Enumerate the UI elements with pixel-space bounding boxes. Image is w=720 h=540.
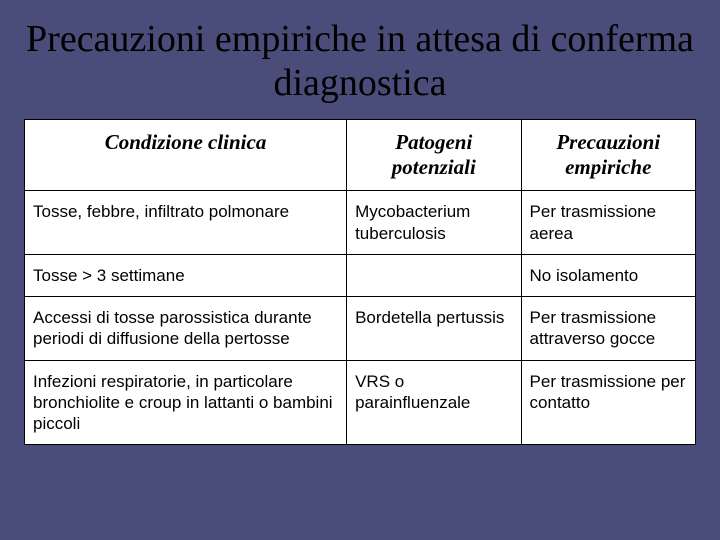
cell-patogeni bbox=[347, 254, 521, 296]
col-header-condizione: Condizione clinica bbox=[25, 120, 347, 191]
table-row: Infezioni respiratorie, in particolare b… bbox=[25, 360, 696, 445]
table-row: Tosse > 3 settimane No isolamento bbox=[25, 254, 696, 296]
col-header-patogeni: Patogeni potenziali bbox=[347, 120, 521, 191]
cell-condizione: Infezioni respiratorie, in particolare b… bbox=[25, 360, 347, 445]
cell-condizione: Tosse > 3 settimane bbox=[25, 254, 347, 296]
slide-title: Precauzioni empiriche in attesa di confe… bbox=[24, 18, 696, 105]
cell-precauzioni: Per trasmissione per contatto bbox=[521, 360, 695, 445]
cell-patogeni: Mycobacterium tuberculosis bbox=[347, 191, 521, 255]
cell-precauzioni: No isolamento bbox=[521, 254, 695, 296]
slide: Precauzioni empiriche in attesa di confe… bbox=[0, 0, 720, 540]
precautions-table: Condizione clinica Patogeni potenziali P… bbox=[24, 119, 696, 445]
col-header-precauzioni: Precauzioni empiriche bbox=[521, 120, 695, 191]
cell-precauzioni: Per trasmissione attraverso gocce bbox=[521, 297, 695, 361]
cell-condizione: Tosse, febbre, infiltrato polmonare bbox=[25, 191, 347, 255]
table-row: Accessi di tosse parossistica durante pe… bbox=[25, 297, 696, 361]
cell-patogeni: VRS o parainfluenzale bbox=[347, 360, 521, 445]
table-header-row: Condizione clinica Patogeni potenziali P… bbox=[25, 120, 696, 191]
cell-patogeni: Bordetella pertussis bbox=[347, 297, 521, 361]
cell-condizione: Accessi di tosse parossistica durante pe… bbox=[25, 297, 347, 361]
table-row: Tosse, febbre, infiltrato polmonare Myco… bbox=[25, 191, 696, 255]
cell-precauzioni: Per trasmissione aerea bbox=[521, 191, 695, 255]
